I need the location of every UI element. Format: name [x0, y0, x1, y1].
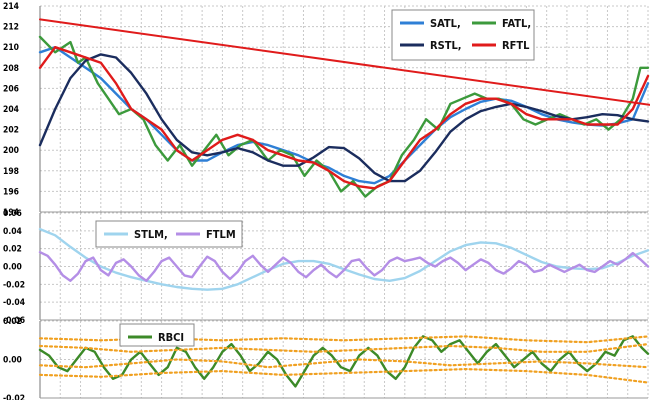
series-line-ftlm [38, 251, 650, 282]
legend-label-stlm: STLM, [134, 228, 168, 241]
y-tick-label: 204 [3, 105, 19, 115]
y-tick-label: 0.02 [3, 317, 22, 327]
y-tick-label: 0.00 [3, 356, 22, 366]
y-tick-label: 210 [3, 43, 19, 53]
panel-2: -0.06 -0.04 -0.02 0.00 0.02 0.04 0.06 STLM, FTLM [3, 209, 650, 326]
series-line-rstl [38, 53, 650, 183]
y-tick-label: 0.00 [3, 263, 22, 273]
y-tick-label: 0.06 [3, 209, 22, 219]
legend-label-rbci: RBCI [158, 331, 184, 344]
legend-label-satl: SATL, [430, 17, 461, 30]
y-tick-label: 212 [3, 23, 19, 33]
series-line-band_upper1 [38, 343, 650, 353]
y-tick-label: 194 [3, 208, 19, 218]
y-tick-label: 196 [3, 187, 19, 197]
y-tick-label: 198 [3, 167, 19, 177]
y-tick-label: 200 [3, 146, 19, 156]
panel-1: 194 196 198 200 202 204 206 208 210 212 214 SATL, FA… [3, 2, 650, 218]
series-line-rbci [38, 335, 650, 388]
y-tick-label: 208 [3, 64, 19, 74]
legend-label-fatl: FATL, [502, 17, 531, 30]
panel-3: -0.02 0.00 0.02 RBCI [3, 317, 650, 404]
series-line-rftl [38, 46, 650, 190]
y-tick-label: 214 [3, 2, 19, 12]
y-tick-label: -0.04 [3, 298, 25, 308]
series-line-band_lower1 [38, 358, 650, 369]
legend-label-rftl: RFTL [502, 39, 530, 52]
legend: SATL, FATL, RSTL, RFTL [391, 9, 535, 61]
legend-box [119, 323, 195, 347]
y-tick-label: -0.02 [3, 280, 25, 290]
legend-label-ftlm: FTLM [206, 228, 236, 241]
grid [39, 320, 649, 399]
y-tick-label: 206 [3, 84, 19, 94]
legend-box [391, 9, 535, 61]
series-line-band_lower2 [38, 368, 650, 384]
series-line-trend [39, 18, 650, 106]
y-tick-label: -0.02 [3, 394, 25, 400]
y-tick-label: -0.06 [3, 316, 25, 326]
legend: RBCI [119, 323, 195, 347]
legend-label-rstl: RSTL, [430, 39, 462, 52]
y-tick-label: 0.04 [3, 227, 22, 237]
y-tick-label: 202 [3, 126, 19, 136]
y-tick-label: 0.02 [3, 245, 22, 255]
legend: STLM, FTLM [95, 220, 243, 248]
